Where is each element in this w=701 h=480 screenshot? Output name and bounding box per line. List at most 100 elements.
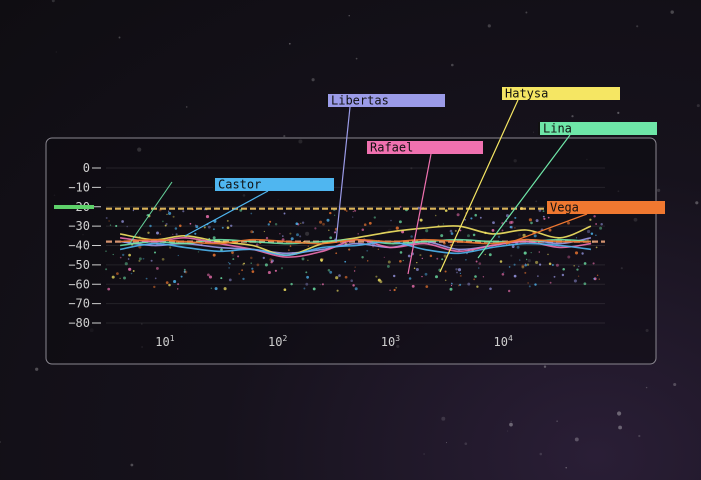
scatter-point [450, 284, 453, 287]
scatter-point [467, 234, 470, 238]
scatter-point [255, 243, 259, 247]
scatter-point [366, 249, 369, 252]
callout-leader [505, 213, 588, 245]
scatter-point [357, 233, 359, 235]
scatter-point [175, 233, 178, 236]
scatter-point [228, 267, 230, 269]
scatter-point [320, 258, 323, 262]
star [696, 104, 700, 108]
scatter-point [590, 232, 594, 236]
scatter-point [516, 245, 520, 249]
scatter-point [393, 288, 396, 292]
scatter-point [528, 218, 533, 222]
scatter-point [115, 224, 118, 228]
scatter-point [527, 282, 529, 284]
scatter-point [174, 227, 178, 230]
scatter-point [542, 210, 545, 212]
star [0, 441, 1, 443]
scatter-point [290, 282, 293, 286]
scatter-point [542, 215, 545, 218]
star [574, 437, 579, 442]
scatter-point [105, 250, 107, 252]
star [525, 11, 528, 14]
scatter-point [499, 260, 503, 263]
scatter-point [121, 220, 124, 223]
scatter-point [210, 287, 213, 289]
star [464, 442, 468, 446]
scatter-point [442, 223, 445, 225]
scatter-point [147, 231, 150, 235]
series-line-hatysa [119, 225, 592, 257]
scatter-point [353, 270, 356, 272]
scatter-point [593, 277, 597, 281]
scatter-point [473, 278, 476, 281]
scatter-point [150, 259, 153, 262]
scatter-point [333, 214, 336, 216]
scatter-point [256, 263, 260, 267]
scatter-point [505, 214, 510, 218]
scatter-point [538, 209, 542, 212]
star [130, 463, 134, 467]
scatter-point [522, 233, 526, 237]
scatter-point [207, 273, 210, 277]
scatter-point [168, 210, 170, 212]
scatter-point [573, 279, 577, 283]
scatter-point [528, 285, 531, 288]
scatter-point [329, 211, 332, 215]
star [507, 430, 509, 432]
scatter-point [130, 272, 133, 275]
scatter-point [576, 268, 579, 271]
scatter-point [395, 226, 399, 230]
scatter-point [183, 270, 186, 273]
scatter-point [344, 275, 348, 279]
scatter-point [338, 274, 341, 277]
scatter-point [368, 221, 372, 225]
scatter-point [535, 219, 539, 223]
scatter-point [251, 267, 254, 270]
scatter-point [523, 251, 527, 255]
scatter-point [375, 275, 378, 278]
scatter-point [123, 276, 126, 280]
scatter-point [503, 271, 505, 273]
scatter-point [168, 211, 172, 215]
scatter-point [250, 212, 253, 215]
scatter-point [395, 286, 398, 289]
scatter-point [132, 209, 135, 212]
scatter-point [535, 260, 539, 264]
scatter-point [479, 216, 482, 219]
scatter-point [513, 274, 517, 278]
x-tick-label: 102 [268, 334, 287, 349]
star [571, 115, 574, 118]
scatter-point [524, 263, 527, 267]
scatter-point [402, 259, 404, 262]
series-line-castor [119, 240, 592, 257]
scatter-point [526, 263, 530, 266]
star [618, 425, 623, 430]
scatter-point [111, 275, 115, 279]
callout-label: Hatysa [505, 87, 548, 101]
scatter-point [336, 289, 339, 292]
scatter-point [598, 278, 600, 280]
scatter-point [226, 219, 229, 222]
scatter-point [184, 270, 188, 274]
scatter-point [262, 256, 265, 260]
scatter-point [444, 279, 447, 282]
scatter-point [128, 267, 132, 271]
callout-castor: Castor [184, 178, 334, 237]
scatter-point [534, 283, 537, 286]
scatter-point [416, 261, 418, 264]
star [510, 420, 512, 422]
scatter-point [207, 225, 211, 229]
scatter-point [295, 222, 299, 226]
x-tick-label: 104 [494, 334, 513, 349]
scatter-point [212, 253, 216, 257]
scatter-point [269, 220, 272, 223]
scatter-point [354, 209, 357, 212]
callout-bar [213, 178, 215, 191]
scatter-point [274, 223, 278, 226]
scatter-point [164, 224, 167, 227]
scatter-point [410, 235, 413, 238]
scatter-point [547, 216, 550, 219]
scatter-point [267, 270, 271, 275]
scatter-point [241, 269, 244, 272]
